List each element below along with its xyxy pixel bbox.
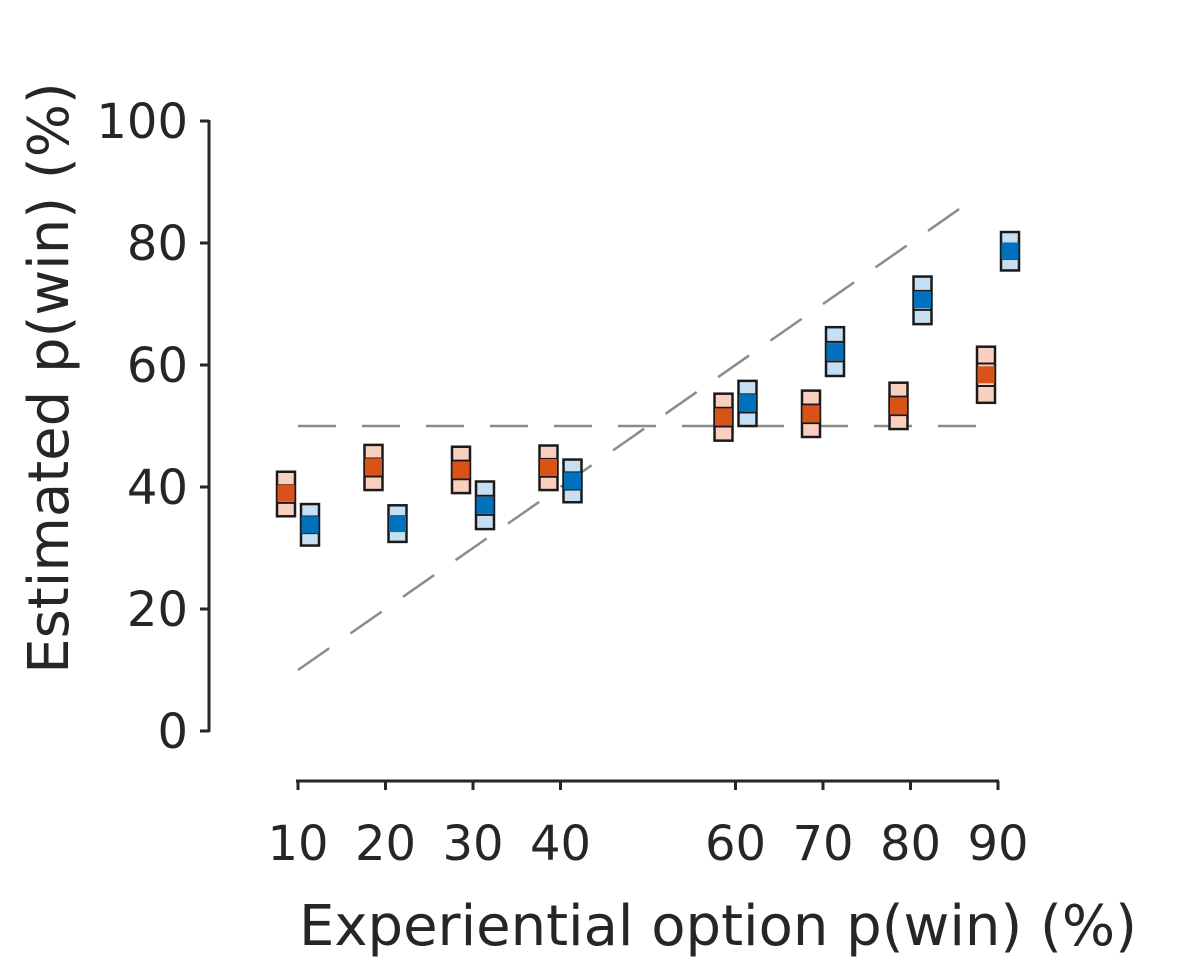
x-tick-label: 20 <box>355 816 416 872</box>
data-marks <box>275 230 1021 547</box>
mean-point <box>277 484 295 502</box>
mean-point <box>301 516 319 534</box>
y-tick-label: 0 <box>157 704 188 760</box>
x-tick-label: 70 <box>792 816 853 872</box>
y-axis-title: Estimated p(win) (%) <box>17 82 82 674</box>
mean-point <box>365 458 382 476</box>
y-ticks: 0 20 40 60 80 100 <box>96 94 209 760</box>
mean-point <box>476 496 494 514</box>
x-tick-label: 40 <box>530 816 591 872</box>
y-tick-label: 20 <box>127 582 188 638</box>
mean-point <box>452 461 470 479</box>
x-tick-label: 80 <box>880 816 941 872</box>
x-axis-title: Experiential option p(win) (%) <box>299 894 1137 959</box>
x-tick-label: 60 <box>705 816 766 872</box>
mean-point <box>826 343 844 361</box>
identity-reference-line <box>297 193 982 672</box>
axes <box>207 120 999 783</box>
series-2 <box>299 230 1021 547</box>
mean-point <box>890 397 907 415</box>
mean-point <box>564 472 581 490</box>
mean-point <box>977 366 995 384</box>
mean-point <box>389 515 406 533</box>
y-tick-label: 60 <box>127 338 188 394</box>
reference-lines <box>297 193 998 672</box>
mean-point <box>739 394 756 412</box>
mean-point <box>802 405 820 423</box>
x-tick-label: 90 <box>967 816 1028 872</box>
y-tick-label: 100 <box>96 94 188 150</box>
x-tick-label: 30 <box>442 816 503 872</box>
mean-point <box>1001 242 1019 260</box>
mean-point <box>914 291 931 309</box>
mean-point <box>540 458 557 476</box>
y-tick-label: 40 <box>127 460 188 516</box>
x-ticks: 10 20 30 40 60 70 80 90 <box>267 781 1029 872</box>
mean-point <box>715 408 732 426</box>
x-tick-label: 10 <box>267 816 328 872</box>
y-tick-label: 80 <box>127 216 188 272</box>
series-1 <box>275 345 997 518</box>
